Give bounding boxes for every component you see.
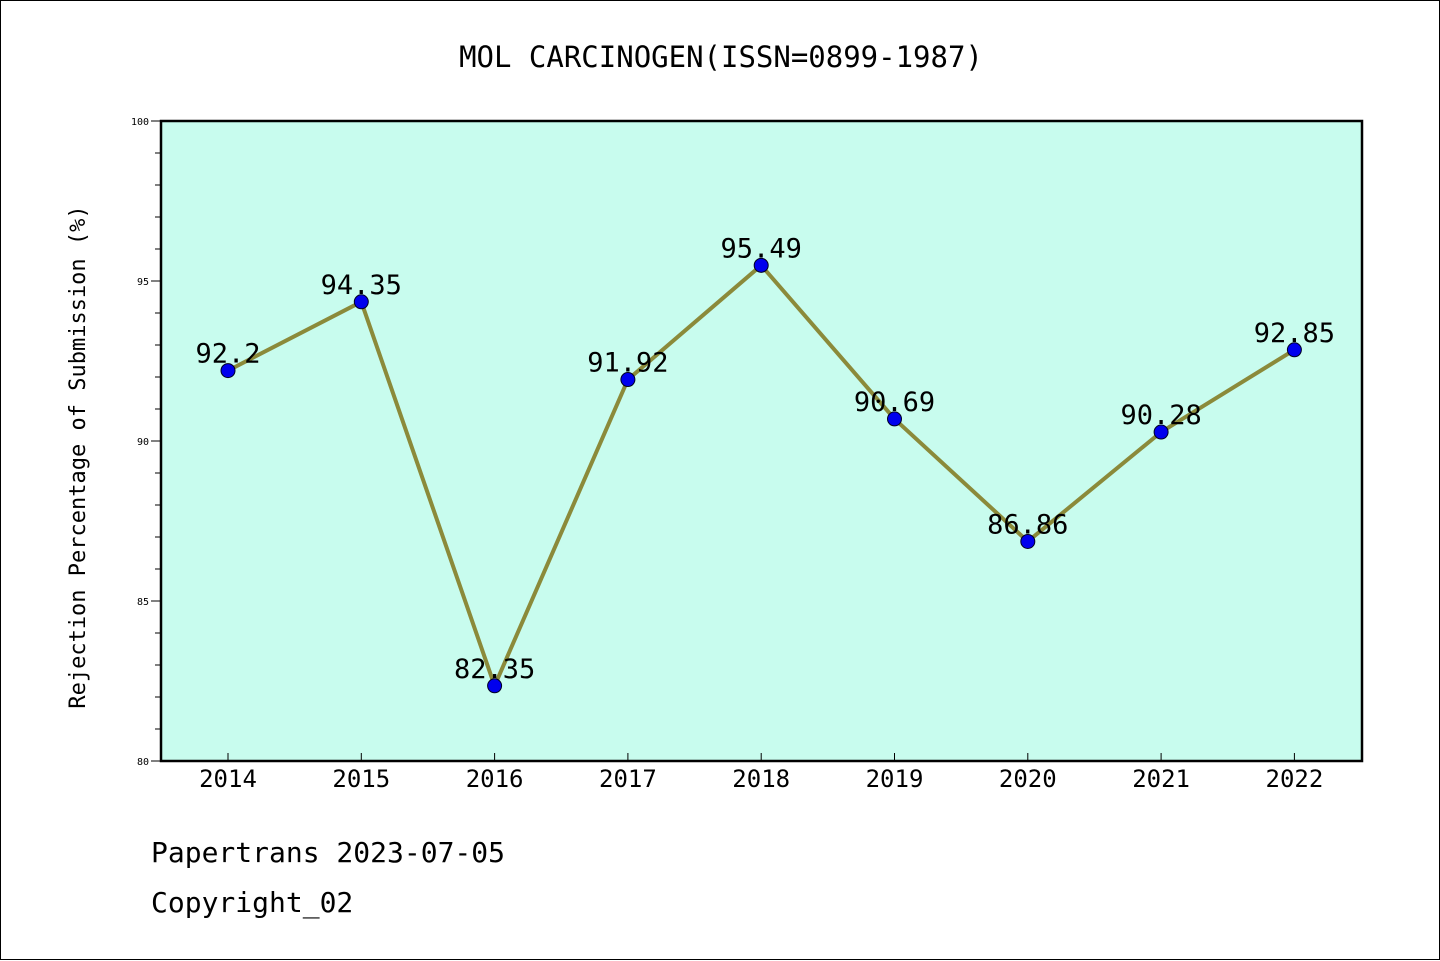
- x-axis: 2014 2015 2016 2017 2018 2019 2020 2021 2022: [199, 753, 1323, 793]
- data-labels: 92.2 94.35 82.35 91.92 95.49 90.69 86.86 90.28 9…: [195, 233, 1335, 684]
- data-label: 91.92: [587, 348, 668, 379]
- x-tick-label: 2018: [732, 765, 790, 793]
- data-label: 95.49: [721, 233, 802, 264]
- data-label: 92.85: [1254, 318, 1335, 349]
- x-tick-label: 2019: [866, 765, 924, 793]
- data-label: 86.86: [987, 509, 1068, 540]
- series-line: [220, 257, 1302, 694]
- data-point: [1020, 533, 1036, 549]
- x-tick-label: 2016: [466, 765, 524, 793]
- data-point: [620, 372, 636, 388]
- data-label: 82.35: [454, 654, 535, 685]
- y-axis-label: Rejection Percentage of Submission (%): [66, 205, 91, 708]
- data-label: 90.69: [854, 387, 935, 418]
- data-point: [753, 257, 769, 273]
- data-point: [353, 294, 369, 310]
- data-point: [887, 411, 902, 427]
- data-label: 94.35: [321, 270, 402, 301]
- footer-date: Papertrans 2023-07-05: [151, 836, 506, 869]
- data-point: [487, 678, 503, 694]
- plot-area: [159, 119, 1364, 763]
- x-tick-label: 2017: [599, 765, 657, 793]
- x-tick-label: 2020: [999, 765, 1057, 793]
- y-tick-label: 95: [137, 277, 149, 288]
- y-tick-label: 80: [137, 757, 149, 768]
- data-point: [1286, 342, 1302, 358]
- y-tick-label: 100: [131, 117, 149, 128]
- x-tick-label: 2022: [1266, 765, 1324, 793]
- data-point: [1153, 424, 1169, 440]
- y-tick-label: 85: [137, 597, 149, 608]
- data-point: [220, 363, 236, 379]
- footer-copyright: Copyright_02: [151, 886, 354, 919]
- x-tick-label: 2014: [199, 765, 257, 793]
- x-tick-label: 2021: [1132, 765, 1190, 793]
- x-tick-label: 2015: [332, 765, 390, 793]
- y-tick-label: 90: [137, 437, 149, 448]
- data-label: 90.28: [1120, 400, 1201, 431]
- chart-title: MOL CARCINOGEN(ISSN=0899-1987): [459, 40, 983, 74]
- y-axis: 80 85 90 95 100: [131, 117, 161, 768]
- data-label: 92.2: [195, 339, 260, 370]
